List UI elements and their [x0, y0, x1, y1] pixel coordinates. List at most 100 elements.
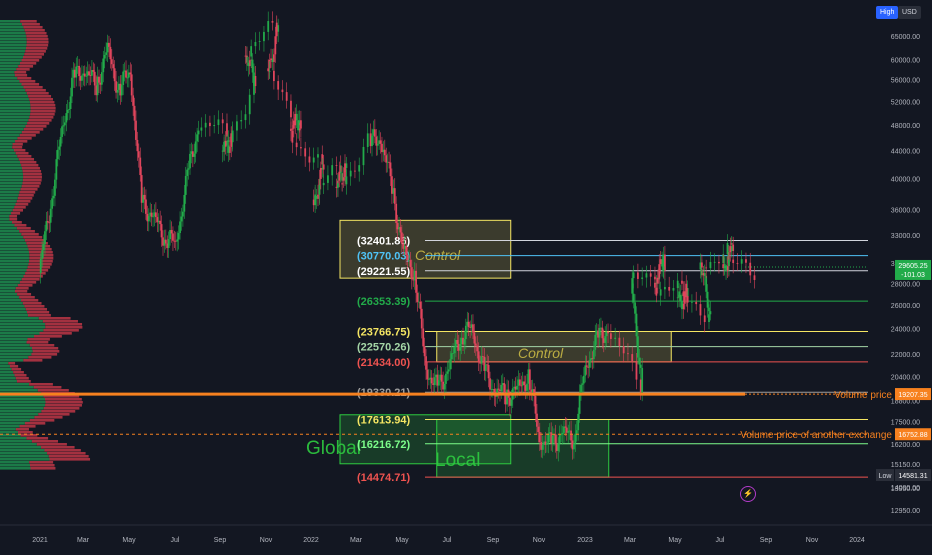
volume-profile-up: [0, 251, 30, 254]
candle: [118, 83, 120, 90]
candle: [272, 54, 275, 62]
candle: [440, 374, 443, 382]
volume-profile-down: [48, 455, 89, 458]
scale-mode-button[interactable]: High: [876, 6, 899, 19]
candle: [732, 244, 735, 252]
candle: [78, 65, 81, 77]
candle: [143, 194, 146, 200]
volume-profile-up: [0, 395, 44, 398]
candle: [398, 227, 400, 230]
level-label: (26353.39): [357, 296, 411, 308]
volume-profile-up: [0, 467, 31, 470]
volume-profile-up: [0, 380, 17, 383]
candle: [463, 339, 466, 345]
candle: [270, 58, 272, 60]
candle: [386, 161, 389, 163]
candle: [560, 434, 563, 436]
candle: [702, 273, 705, 276]
candle: [322, 182, 325, 186]
candle: [230, 133, 233, 147]
time-tick-label: Jul: [171, 537, 180, 544]
candle: [500, 385, 503, 392]
candle: [462, 337, 464, 345]
candle: [708, 307, 710, 312]
volume-profile-down: [23, 236, 43, 239]
candle: [81, 75, 83, 81]
candle: [622, 346, 625, 354]
candle: [227, 145, 230, 153]
volume-profile-down: [28, 248, 52, 251]
candle: [578, 393, 581, 414]
lightning-icon[interactable]: ⚡: [740, 486, 756, 502]
volume-profile-up: [0, 302, 23, 305]
candle: [371, 135, 373, 147]
candle: [382, 149, 385, 153]
volume-profile-up: [0, 86, 24, 89]
candle: [534, 395, 537, 414]
candle: [570, 430, 572, 441]
price-tick-label: 17500.00: [891, 419, 920, 426]
candle: [125, 70, 127, 78]
candle: [510, 399, 513, 406]
candle: [271, 58, 274, 62]
candle: [655, 287, 658, 296]
candle: [482, 356, 484, 357]
candle: [140, 175, 143, 203]
volume-profile-up: [0, 191, 20, 194]
candle: [245, 55, 248, 57]
volume-profile-down: [21, 23, 40, 26]
candle: [95, 85, 98, 96]
candle: [240, 120, 243, 122]
volume-price-label: Volume price: [834, 390, 892, 401]
candle: [699, 304, 702, 316]
candle: [72, 69, 75, 78]
candle: [272, 70, 275, 82]
candle: [319, 167, 322, 179]
candle: [106, 42, 109, 53]
candle: [223, 141, 226, 151]
candle: [422, 328, 425, 347]
candle: [224, 140, 227, 147]
volume-profile-up: [0, 233, 22, 236]
volume-profile-down: [21, 59, 40, 62]
volume-profile-up: [0, 359, 24, 362]
volume-profile-up: [0, 197, 18, 200]
candle: [318, 185, 321, 195]
price-tick-label: 60000.00: [891, 57, 920, 64]
volume-profile-up: [0, 260, 30, 263]
candle: [217, 119, 220, 126]
candle: [501, 383, 504, 386]
candle: [514, 386, 517, 390]
candle: [291, 130, 294, 143]
candle: [156, 217, 159, 223]
candle: [509, 397, 511, 406]
time-tick-label: Mar: [77, 537, 90, 544]
candle: [366, 133, 369, 147]
volume-profile-up: [0, 269, 27, 272]
candle: [536, 413, 538, 427]
candle: [493, 388, 496, 396]
candle: [388, 161, 390, 163]
candle: [729, 246, 732, 253]
volume-profile-down: [26, 242, 48, 245]
volume-profile-down: [22, 56, 42, 59]
candle: [706, 291, 709, 308]
candle: [555, 444, 558, 451]
candle: [163, 239, 166, 246]
candle: [641, 277, 644, 279]
volume-profile-down: [14, 224, 27, 227]
price-tick-label: 18800.00: [891, 398, 920, 405]
volume-profile-up: [0, 224, 15, 227]
candle: [68, 109, 71, 110]
candle: [133, 105, 136, 121]
volume-profile-down: [27, 314, 51, 317]
candle: [89, 75, 92, 76]
volume-profile-down: [21, 278, 40, 281]
price-tick-label: 44000.00: [891, 149, 920, 156]
currency-button[interactable]: USD: [898, 6, 921, 19]
candle: [516, 385, 518, 390]
control-zone: [339, 219, 512, 279]
levels: (32401.86) (30770.03) (29221.55) (26353.39)…: [357, 235, 868, 484]
